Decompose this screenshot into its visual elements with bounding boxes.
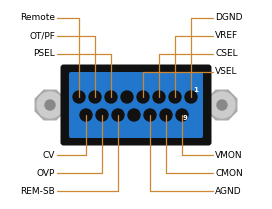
Polygon shape (207, 90, 237, 120)
Circle shape (112, 109, 124, 121)
Text: VREF: VREF (215, 32, 238, 41)
Text: CSEL: CSEL (215, 50, 238, 59)
Text: 9: 9 (183, 115, 188, 121)
Circle shape (89, 91, 101, 103)
FancyBboxPatch shape (60, 65, 212, 145)
Circle shape (37, 92, 63, 118)
Polygon shape (35, 90, 65, 120)
Circle shape (128, 109, 140, 121)
Circle shape (144, 109, 156, 121)
Circle shape (169, 91, 181, 103)
Circle shape (217, 100, 227, 110)
Text: VMON: VMON (215, 150, 243, 159)
Text: PSEL: PSEL (33, 50, 55, 59)
Circle shape (209, 92, 235, 118)
Circle shape (45, 100, 55, 110)
Circle shape (121, 91, 133, 103)
Circle shape (105, 91, 117, 103)
Circle shape (176, 109, 188, 121)
Circle shape (160, 109, 172, 121)
Text: OVP: OVP (37, 168, 55, 177)
Circle shape (153, 91, 165, 103)
Circle shape (80, 109, 92, 121)
Text: CMON: CMON (215, 168, 243, 177)
Circle shape (96, 109, 108, 121)
Circle shape (185, 91, 197, 103)
Text: 1: 1 (193, 87, 198, 93)
Circle shape (137, 91, 149, 103)
Text: VSEL: VSEL (215, 68, 237, 76)
Text: REM-SB: REM-SB (20, 186, 55, 195)
Text: OT/PF: OT/PF (29, 32, 55, 41)
Text: AGND: AGND (215, 186, 242, 195)
FancyBboxPatch shape (69, 72, 203, 138)
Circle shape (73, 91, 85, 103)
Text: CV: CV (43, 150, 55, 159)
Text: Remote: Remote (20, 14, 55, 23)
Text: DGND: DGND (215, 14, 243, 23)
